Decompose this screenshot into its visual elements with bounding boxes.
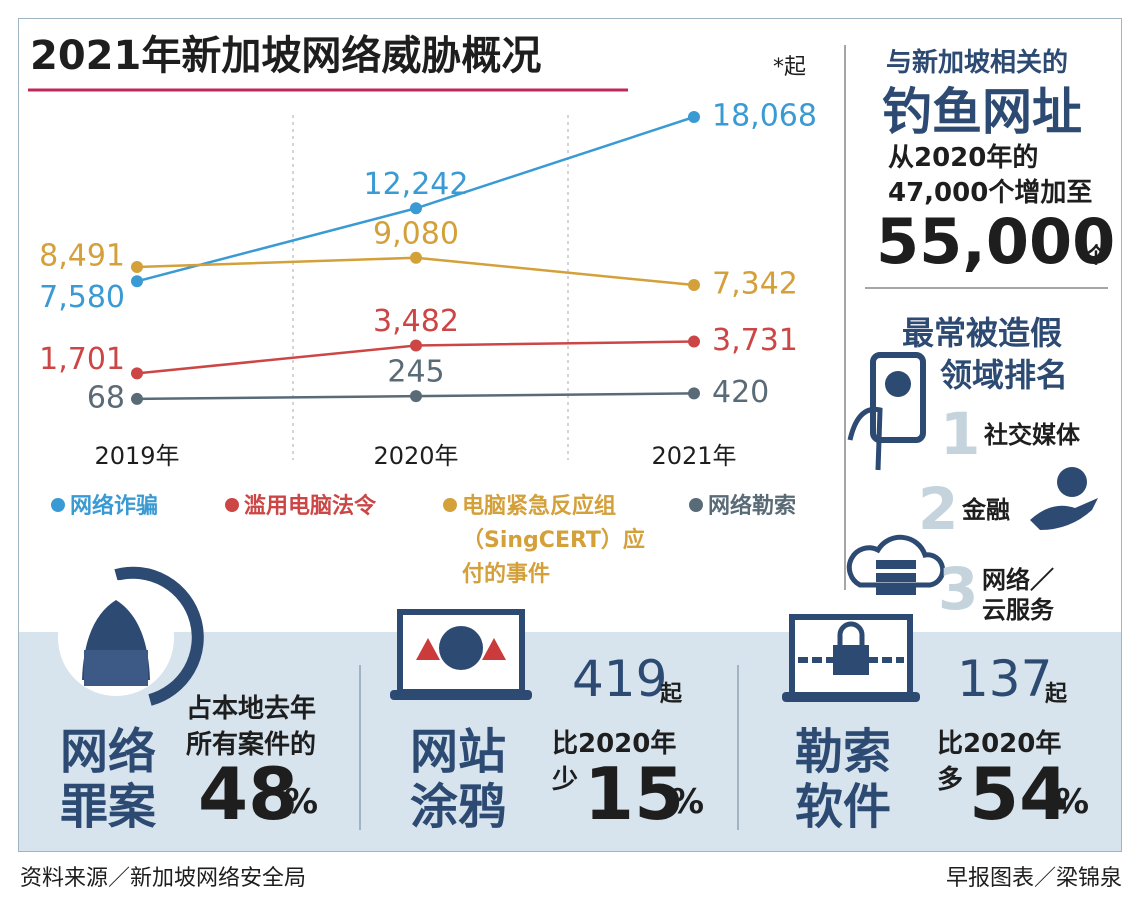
legend-label: 电脑紧急反应组（SingCERT）应付的事件 (462, 494, 645, 587)
x-tick-label: 2019年 (94, 442, 179, 470)
stat-unit: % (284, 782, 319, 822)
stat-value: 15 (584, 752, 685, 836)
bottom-panel (18, 632, 1122, 852)
data-label: 3,482 (373, 304, 459, 339)
data-label: 3,731 (712, 323, 798, 358)
rank-label: 金融 (962, 496, 1010, 524)
stat-count: 137 (957, 650, 1053, 708)
x-tick-label: 2021年 (651, 442, 736, 470)
legend-label: 网络勒索 (708, 494, 797, 519)
rank-number: 3 (938, 555, 979, 623)
hacker-icon (58, 566, 204, 706)
data-label: 420 (712, 375, 769, 410)
stat-text: 多 (937, 765, 964, 795)
chart-title: 2021年新加坡网络威胁概况 (30, 33, 541, 79)
data-point (688, 335, 700, 348)
data-label: 12,242 (364, 167, 469, 202)
stat-unit: % (670, 782, 705, 822)
phishing-number: 55,000 (876, 205, 1116, 278)
stat-title: 罪案 (60, 779, 157, 835)
phishing-line: 从2020年的 (888, 143, 1039, 173)
stat-count-unit: 起 (1045, 682, 1068, 707)
stat-text: 所有案件的 (186, 730, 317, 760)
stat-text: 比2020年 (552, 729, 677, 759)
phishing-line: 47,000个增加至 (888, 178, 1093, 208)
legend-marker (51, 498, 65, 512)
rank-number: 1 (940, 400, 981, 468)
stat-text: 比2020年 (937, 729, 1062, 759)
ranking-title: 领域排名 (940, 356, 1069, 394)
laptop-lock-icon (782, 614, 920, 702)
data-point (410, 251, 422, 264)
data-label: 1,701 (39, 342, 125, 377)
stat-count: 419 (572, 650, 668, 708)
data-point (410, 202, 422, 215)
data-label: 7,580 (39, 280, 125, 315)
ranking-title: 最常被造假 (902, 314, 1063, 352)
money-hand-icon (1030, 467, 1098, 530)
stat-unit: % (1055, 782, 1090, 822)
footer-credit: 早报图表／梁锦泉 (945, 866, 1122, 891)
data-point (410, 339, 422, 352)
legend-marker (443, 498, 457, 512)
rank-number: 2 (918, 475, 959, 543)
rank-label: 网络／ (982, 566, 1054, 594)
data-label: 8,491 (39, 239, 125, 274)
data-point (688, 111, 700, 123)
phishing-unit: 个 (1085, 244, 1108, 269)
data-label: 245 (387, 355, 444, 390)
phone-icon (847, 352, 926, 471)
stat-title: 网络 (60, 724, 157, 780)
legend-marker (689, 498, 703, 512)
x-tick-label: 2020年 (373, 442, 458, 470)
stat-text: 少 (552, 765, 579, 795)
legend-label: 滥用电脑法令 (244, 494, 377, 519)
data-label: 7,342 (712, 267, 798, 302)
data-point (131, 261, 143, 274)
footer-source: 资料来源／新加坡网络安全局 (20, 866, 307, 891)
stat-title: 网站 (410, 724, 507, 780)
rank-label: 云服务 (982, 596, 1054, 624)
phishing-title: 钓鱼网址 (882, 83, 1082, 141)
legend-marker (225, 498, 239, 512)
frame (18, 18, 1122, 852)
data-point (131, 275, 143, 288)
legend-label: 网络诈骗 (70, 494, 159, 519)
stat-title: 软件 (795, 779, 892, 835)
stat-value: 48 (198, 752, 299, 836)
data-point (131, 367, 143, 380)
data-label: 68 (87, 380, 125, 415)
stat-title: 涂鸦 (410, 779, 507, 835)
data-point (131, 392, 143, 405)
data-point (688, 279, 700, 292)
data-point (688, 387, 700, 400)
stat-count-unit: 起 (660, 682, 683, 707)
rank-label: 社交媒体 (984, 421, 1080, 449)
stat-value: 54 (969, 752, 1070, 836)
stat-title: 勒索 (795, 724, 892, 780)
phishing-heading: 与新加坡相关的 (886, 48, 1069, 78)
data-point (410, 390, 422, 403)
data-label: 9,080 (373, 216, 459, 251)
data-label: 18,068 (712, 99, 817, 134)
stat-text: 占本地去年 (186, 694, 317, 724)
cloud-icon (846, 534, 946, 595)
laptop-warning-icon (390, 609, 532, 700)
note: *起 (773, 55, 806, 80)
